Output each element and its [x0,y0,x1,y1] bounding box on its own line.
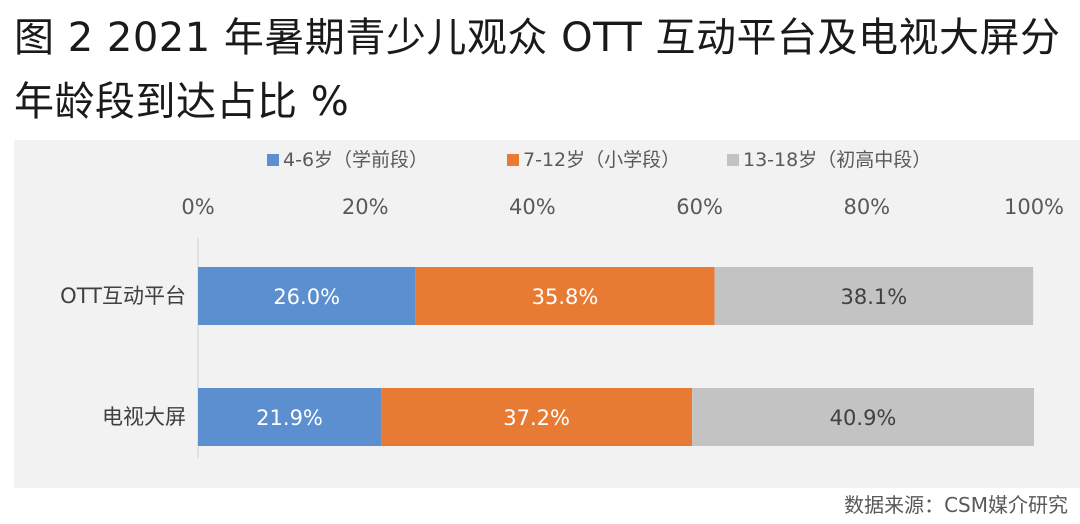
x-tick-label: 100% [1004,195,1064,219]
chart-area: 4-6岁（学前段） 7-12岁（小学段） 13-18岁（初高中段） 0% 20% 40% 6… [14,140,1080,488]
data-label: 40.9% [830,406,897,430]
x-tick-label: 20% [342,195,389,219]
bar-segment [415,267,715,325]
data-label: 21.9% [256,406,323,430]
x-tick-label: 40% [509,195,556,219]
bar-segment [198,388,382,446]
legend-label: 13-18岁（初高中段） [743,149,931,171]
data-source-note: 数据来源：CSM媒介研究 [844,493,1068,517]
data-label: 38.1% [841,285,908,309]
legend-label: 7-12岁（小学段） [523,149,680,171]
stacked-bar-chart: 4-6岁（学前段） 7-12岁（小学段） 13-18岁（初高中段） 0% 20% 40% 6… [60,149,1064,458]
bar-segment [692,388,1034,446]
bar-segment [714,267,1034,325]
bar-segment [198,267,416,325]
x-tick-label: 80% [843,195,890,219]
category-label: OTT互动平台 [60,284,186,308]
chart-title: 图 2 2021 年暑期青少儿观众 OTT 互动平台及电视大屏分年龄段到达占比 … [14,15,1061,125]
x-tick-label: 0% [181,195,214,219]
data-label: 26.0% [273,285,340,309]
legend-swatch [727,154,739,166]
legend-label: 4-6岁（学前段） [283,149,428,171]
category-label: 电视大屏 [102,405,186,429]
legend-swatch [507,154,519,166]
legend-swatch [267,154,279,166]
bar-segment [381,388,693,446]
data-label: 37.2% [503,406,570,430]
x-tick-label: 60% [676,195,723,219]
data-label: 35.8% [532,285,599,309]
